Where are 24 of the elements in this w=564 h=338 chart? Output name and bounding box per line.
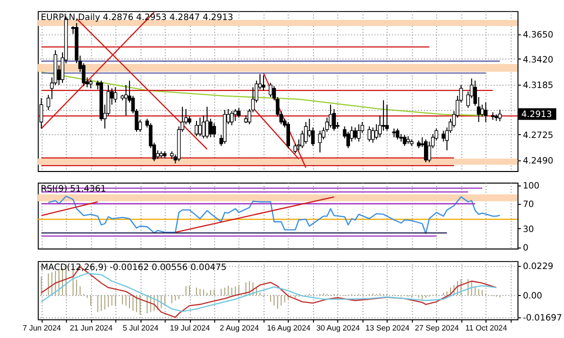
y-tick-label: 70 — [522, 200, 534, 210]
x-tick-label: 21 Jun 2024 — [70, 323, 114, 332]
x-tick-label: 7 Jun 2024 — [22, 323, 62, 332]
x-tick-label: 16 Aug 2024 — [266, 323, 312, 332]
x-tick-label: 27 Sep 2024 — [414, 323, 460, 332]
y-tick-label: 30 — [522, 224, 534, 235]
y-tick-label: 0.0229 — [522, 262, 554, 272]
x-tick-label: 30 Aug 2024 — [316, 323, 361, 332]
x-tick-label: 2 Aug 2024 — [220, 323, 260, 332]
y-tick-label: -0.01697 — [522, 314, 562, 324]
x-tick-label: 19 Jul 2024 — [170, 323, 211, 332]
chart-title: MACD(12,26,9) -0.00162 0.00556 0.00475 — [40, 262, 227, 273]
text: 4.2913 — [521, 110, 552, 120]
y-tick-label: 4.3185 — [522, 80, 554, 91]
y-tick-label: 4.2725 — [522, 130, 554, 141]
y-tick-label: 0.00 — [522, 292, 542, 302]
y-tick-label: 0 — [522, 244, 528, 254]
y-tick-label: 4.3420 — [522, 55, 554, 66]
x-tick-label: 13 Sep 2024 — [365, 323, 410, 332]
x-tick-label: 5 Jul 2024 — [122, 323, 160, 332]
x-tick-label: 11 Oct 2024 — [465, 323, 508, 332]
y-tick-label: 4.2490 — [522, 156, 554, 166]
y-tick-label: 4.3650 — [522, 30, 554, 40]
y-tick-label: 100 — [522, 181, 540, 192]
